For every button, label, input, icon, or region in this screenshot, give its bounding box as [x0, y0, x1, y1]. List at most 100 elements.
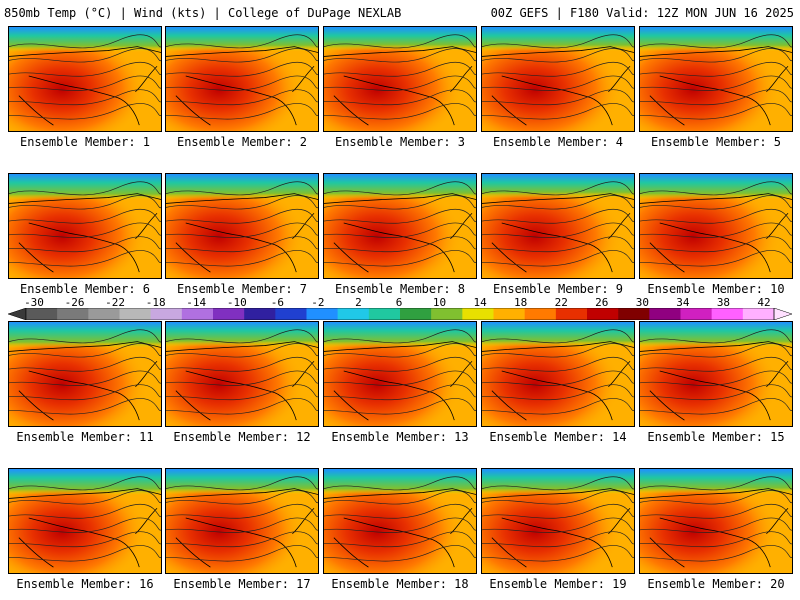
colorbar-tick-label: -2 [311, 296, 325, 309]
ensemble-panel [481, 468, 635, 574]
ensemble-member-label: Ensemble Member: 18 [331, 577, 469, 591]
ensemble-panel [639, 26, 793, 132]
colorbar-segment [368, 308, 401, 320]
ensemble-panel [323, 26, 477, 132]
ensemble-panel [639, 321, 793, 427]
ensemble-panel [8, 468, 162, 574]
ensemble-panel [639, 468, 793, 574]
colorbar-segment [462, 308, 494, 320]
ensemble-member-label: Ensemble Member: 9 [492, 282, 624, 296]
colorbar-segment [57, 308, 89, 320]
colorbar-tick-label: -10 [226, 296, 247, 309]
colorbar-segment [306, 308, 338, 320]
ensemble-member-label: Ensemble Member: 8 [334, 282, 466, 296]
temperature-map [166, 469, 318, 573]
colorbar-tick-label: 30 [635, 296, 649, 309]
colorbar-segment [181, 308, 214, 320]
ensemble-member-label: Ensemble Member: 2 [176, 135, 308, 149]
temperature-map [166, 174, 318, 278]
temperature-map [9, 322, 161, 426]
temperature-map [324, 27, 476, 131]
colorbar-segment [275, 308, 307, 320]
ensemble-panel [481, 26, 635, 132]
temperature-map [482, 469, 634, 573]
ensemble-panel [165, 173, 319, 279]
ensemble-member-label: Ensemble Member: 15 [647, 430, 785, 444]
colorbar-segment [150, 308, 183, 320]
ensemble-member-label: Ensemble Member: 13 [331, 430, 469, 444]
colorbar-segment [680, 308, 712, 320]
temperature-map [324, 174, 476, 278]
ensemble-panel [165, 468, 319, 574]
colorbar-segment [649, 308, 681, 320]
colorbar-segment [587, 308, 619, 320]
ensemble-panel [481, 173, 635, 279]
ensemble-panel [323, 468, 477, 574]
ensemble-member-label: Ensemble Member: 10 [647, 282, 785, 296]
colorbar-segment [244, 308, 276, 320]
ensemble-member-label: Ensemble Member: 14 [489, 430, 627, 444]
header-title: 850mb Temp (°C) | Wind (kts) | College o… [4, 6, 402, 20]
ensemble-panel [165, 26, 319, 132]
colorbar-segment [213, 308, 245, 320]
colorbar-tick-row: -30 -26 -22 -18 -14 -10 -6 -2 2 6 10 14 18 22 26 30 34 38… [0, 296, 800, 309]
colorbar-tick-label: 2 [355, 296, 362, 309]
colorbar-segment [618, 308, 650, 320]
colorbar-tick-label: -18 [145, 296, 166, 309]
colorbar-segment [524, 308, 557, 320]
colorbar-tick-label: -30 [24, 296, 44, 309]
colorbar-tick-label: 6 [395, 296, 403, 309]
temperature-map [166, 322, 318, 426]
ensemble-panel [8, 173, 162, 279]
colorbar-tick-label: 22 [554, 296, 568, 309]
ensemble-panel [323, 321, 477, 427]
colorbar-segment [431, 308, 463, 320]
colorbar-segment [400, 308, 432, 320]
temperature-map [482, 27, 634, 131]
colorbar-segment [555, 308, 588, 320]
colorbar-max-arrow [773, 308, 792, 320]
temperature-map [9, 174, 161, 278]
ensemble-member-label: Ensemble Member: 4 [492, 135, 624, 149]
temperature-map [324, 469, 476, 573]
colorbar-tick-label: 18 [514, 296, 528, 309]
colorbar-tick-label: -22 [105, 296, 126, 309]
temperature-map [640, 174, 792, 278]
temperature-map [9, 27, 161, 131]
ensemble-member-label: Ensemble Member: 19 [489, 577, 627, 591]
ensemble-panel [323, 173, 477, 279]
temperature-map [640, 27, 792, 131]
ensemble-member-label: Ensemble Member: 6 [19, 282, 151, 296]
temperature-colorbar [8, 308, 792, 320]
colorbar-segment [88, 308, 120, 320]
colorbar-segment [742, 308, 775, 320]
colorbar-tick-label: 10 [432, 296, 447, 309]
ensemble-member-label: Ensemble Member: 3 [334, 135, 466, 149]
colorbar-segment [711, 308, 744, 320]
ensemble-panel [165, 321, 319, 427]
ensemble-panel [481, 321, 635, 427]
header-valid-time: 00Z GEFS | F180 Valid: 12Z MON JUN 16 20… [490, 6, 794, 20]
temperature-map [324, 322, 476, 426]
colorbar-tick-label: -14 [186, 296, 207, 309]
colorbar-segment [119, 308, 151, 320]
colorbar-tick-label: 34 [676, 296, 690, 309]
ensemble-member-label: Ensemble Member: 11 [16, 430, 154, 444]
ensemble-panel [8, 26, 162, 132]
colorbar-tick-label: -6 [270, 296, 284, 309]
ensemble-panel [639, 173, 793, 279]
colorbar-min-arrow [8, 308, 27, 320]
colorbar-tick-label: -26 [64, 296, 85, 309]
colorbar-tick-label: 38 [716, 296, 731, 309]
colorbar-tick-label: 42 [757, 296, 771, 309]
colorbar-segment [493, 308, 525, 320]
temperature-map [482, 174, 634, 278]
ensemble-member-label: Ensemble Member: 5 [650, 135, 782, 149]
ensemble-member-label: Ensemble Member: 12 [173, 430, 311, 444]
ensemble-member-label: Ensemble Member: 1 [19, 135, 151, 149]
ensemble-member-label: Ensemble Member: 17 [173, 577, 311, 591]
colorbar-tick-label: 26 [595, 296, 609, 309]
temperature-map [9, 469, 161, 573]
colorbar-tick-label: 14 [473, 296, 487, 309]
